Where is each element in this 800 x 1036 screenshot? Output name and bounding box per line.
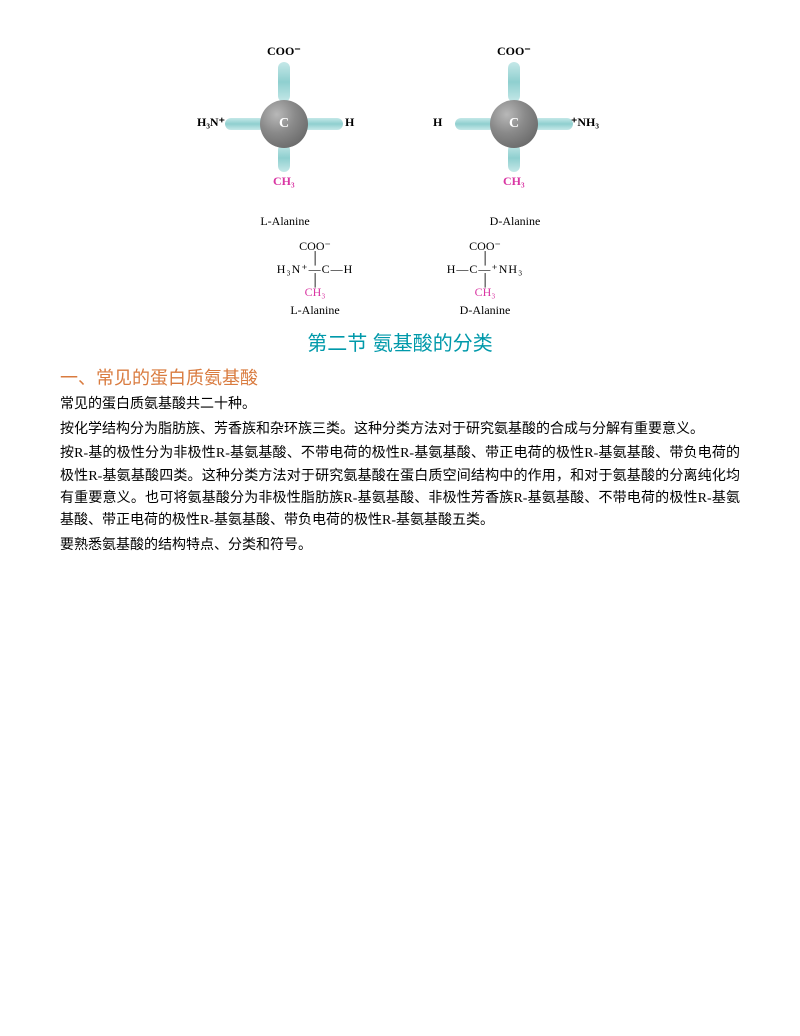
- section-title: 第二节 氨基酸的分类: [60, 328, 740, 360]
- d-alanine-model-wrap: C COO⁻ H ⁺NH₃ CH₃ D-Alanine: [435, 40, 595, 231]
- label-ch3: CH₃: [273, 172, 295, 191]
- bond-left: [455, 118, 495, 130]
- label-h3n: H₃N⁺: [197, 113, 225, 132]
- fischer-name: L-Alanine: [250, 303, 380, 317]
- paragraph: 要熟悉氨基酸的结构特点、分类和符号。: [60, 535, 740, 557]
- paragraph: 常见的蛋白质氨基酸共二十种。: [60, 394, 740, 416]
- bond-top: [278, 62, 290, 102]
- d-alanine-name: D-Alanine: [435, 212, 595, 231]
- subheading: 一、常见的蛋白质氨基酸: [60, 364, 740, 393]
- bond-right: [533, 118, 573, 130]
- bond-right: [303, 118, 343, 130]
- paragraph: 按化学结构分为脂肪族、芳香族和杂环族三类。这种分类方法对于研究氨基酸的合成与分解…: [60, 419, 740, 441]
- paragraph: 按R-基的极性分为非极性R-基氨基酸、不带电荷的极性R-基氨基酸、带正电荷的极性…: [60, 443, 740, 533]
- model-row: C COO⁻ H₃N⁺ H CH₃ L-Alanine C COO⁻ H ⁺NH…: [190, 40, 610, 231]
- bond-top: [508, 62, 520, 102]
- d-alanine-fischer: COO⁻ │ H—C—⁺NH₃ │ CH₃ D-Alanine: [420, 239, 550, 317]
- label-coo: COO⁻: [497, 42, 531, 61]
- carbon-atom: C: [490, 100, 538, 148]
- fischer-name: D-Alanine: [420, 303, 550, 317]
- l-alanine-model-wrap: C COO⁻ H₃N⁺ H CH₃ L-Alanine: [205, 40, 365, 231]
- fischer-ch3: CH₃: [250, 285, 380, 299]
- bond-bottom: [278, 144, 290, 172]
- bond-left: [225, 118, 265, 130]
- label-ch3: CH₃: [503, 172, 525, 191]
- label-h: H: [345, 113, 354, 132]
- l-alanine-3d-model: C COO⁻ H₃N⁺ H CH₃: [205, 40, 365, 210]
- fischer-bond-icon: │: [420, 276, 550, 284]
- l-alanine-fischer: COO⁻ │ H₃N⁺—C—H │ CH₃ L-Alanine: [250, 239, 380, 317]
- fischer-bond-icon: │: [250, 254, 380, 262]
- bond-bottom: [508, 144, 520, 172]
- fischer-row: COO⁻ │ H₃N⁺—C—H │ CH₃ L-Alanine COO⁻ │ H…: [190, 239, 610, 317]
- label-h: H: [433, 113, 442, 132]
- carbon-atom: C: [260, 100, 308, 148]
- d-alanine-3d-model: C COO⁻ H ⁺NH₃ CH₃: [435, 40, 595, 210]
- label-coo: COO⁻: [267, 42, 301, 61]
- l-alanine-name: L-Alanine: [205, 212, 365, 231]
- fischer-bond-icon: │: [250, 276, 380, 284]
- alanine-diagram: C COO⁻ H₃N⁺ H CH₃ L-Alanine C COO⁻ H ⁺NH…: [190, 40, 610, 318]
- fischer-bond-icon: │: [420, 254, 550, 262]
- fischer-ch3: CH₃: [420, 285, 550, 299]
- label-nh3: ⁺NH₃: [571, 113, 599, 132]
- body-text: 常见的蛋白质氨基酸共二十种。 按化学结构分为脂肪族、芳香族和杂环族三类。这种分类…: [60, 394, 740, 557]
